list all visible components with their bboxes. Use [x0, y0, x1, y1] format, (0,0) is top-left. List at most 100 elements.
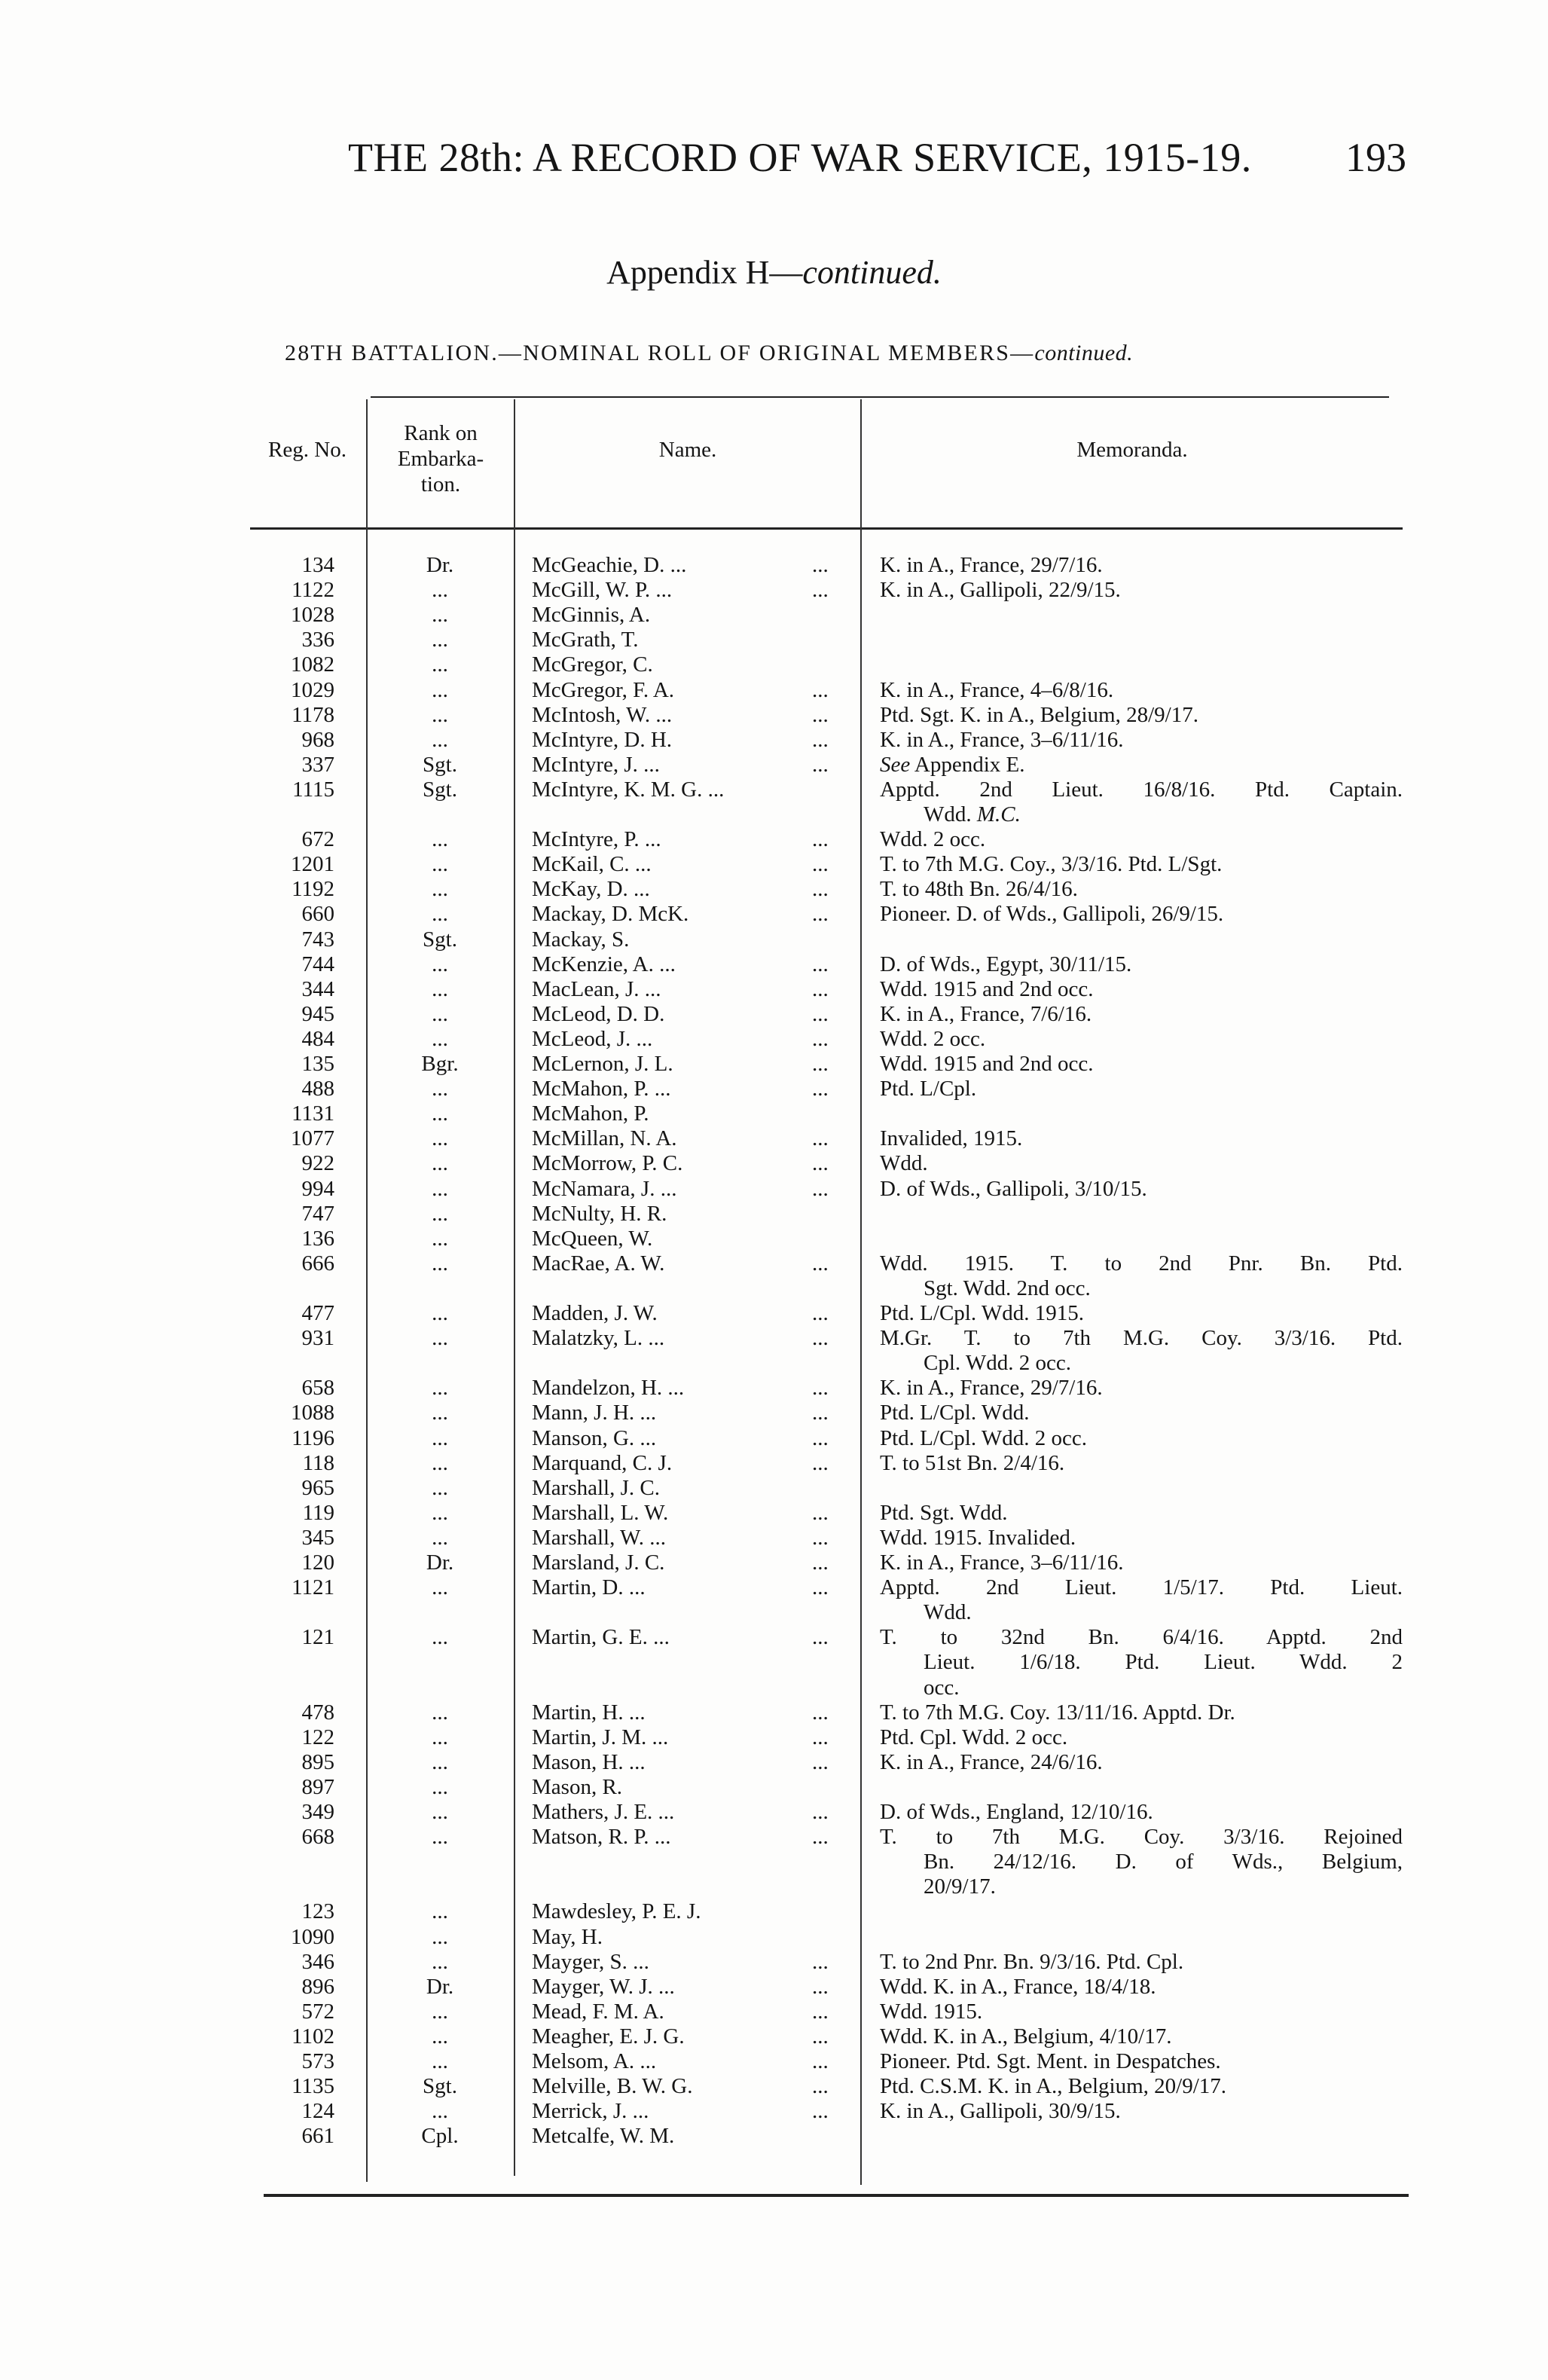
rank-cell: ... — [432, 1077, 448, 1101]
reg-no-cell: 1192 — [292, 877, 334, 902]
reg-no-cell: 1122 — [292, 578, 334, 603]
header-bottom-rule — [250, 527, 1403, 530]
name-cell: McIntyre, K. M. G. ... — [532, 777, 725, 802]
name-cell: McNulty, H. R. — [532, 1201, 667, 1226]
name-cell: McMahon, P. ... — [532, 1077, 671, 1101]
reg-no-cell: 1028 — [291, 603, 334, 628]
name-cell: Marquand, C. J. — [532, 1450, 673, 1475]
rank-cell: Dr. — [426, 553, 454, 577]
rank-cell: ... — [432, 1201, 448, 1226]
memo-line: Bn. 24/12/16. D. of Wds., Belgium, — [924, 1850, 1403, 1874]
reg-no-cell: 897 — [301, 1774, 335, 1799]
dot-leader: ... — [812, 2099, 829, 2124]
reg-no-cell: 337 — [301, 752, 335, 777]
dot-leader: ... — [812, 1500, 829, 1525]
reg-no-cell: 1090 — [291, 1924, 334, 1949]
memo-line: Wdd. 1915. Invalided. — [880, 1525, 1076, 1550]
dot-leader: ... — [812, 952, 829, 976]
name-cell: McGill, W. P. ... — [532, 578, 673, 603]
memo-line: D. of Wds., Egypt, 30/11/15. — [880, 952, 1132, 976]
reg-no-cell: 931 — [301, 1326, 335, 1351]
column-divider — [860, 399, 862, 2185]
reg-no-cell: 488 — [301, 1077, 335, 1101]
rank-cell: ... — [432, 1475, 448, 1500]
rank-cell: ... — [432, 1226, 448, 1251]
name-cell: McKay, D. ... — [532, 877, 650, 902]
memo-italic-text: M.C. — [976, 802, 1021, 826]
reg-no-cell: 668 — [301, 1825, 335, 1850]
dot-leader: ... — [812, 2049, 829, 2073]
rank-cell: Dr. — [426, 1551, 454, 1575]
name-cell: McMorrow, P. C. — [532, 1151, 683, 1176]
dot-leader: ... — [812, 553, 829, 577]
reg-no-cell: 1077 — [291, 1126, 334, 1151]
dot-leader: ... — [812, 1425, 829, 1450]
name-cell: McMahon, P. — [532, 1101, 649, 1126]
column-header-name: Name. — [658, 438, 717, 462]
roll-title-italic: continued. — [1034, 341, 1134, 365]
memo-line: Wdd. 1915. T. to 2nd Pnr. Bn. Ptd. — [880, 1251, 1403, 1276]
dot-leader: ... — [812, 1625, 829, 1650]
appendix-title-main: Appendix H— — [606, 254, 803, 291]
reg-no-cell: 1121 — [292, 1575, 334, 1600]
dot-leader: ... — [812, 752, 829, 777]
reg-no-cell: 336 — [301, 628, 335, 652]
rank-cell: ... — [432, 1126, 448, 1151]
memo-text: Appendix E. — [910, 752, 1025, 777]
name-cell: McIntyre, P. ... — [532, 827, 661, 852]
dot-leader: ... — [812, 1077, 829, 1101]
name-cell: Martin, G. E. ... — [532, 1625, 670, 1650]
reg-no-cell: 124 — [301, 2099, 335, 2124]
appendix-title-italic: continued. — [802, 254, 942, 291]
dot-leader: ... — [812, 1800, 829, 1824]
memo-line: Wdd. M.C. — [924, 802, 1403, 827]
memo-line: T. to 48th Bn. 26/4/16. — [880, 877, 1078, 902]
rank-cell: ... — [432, 628, 448, 652]
dot-leader: ... — [812, 1052, 829, 1076]
rank-cell: ... — [432, 1825, 448, 1850]
reg-no-cell: 1029 — [291, 677, 334, 702]
reg-no-cell: 121 — [301, 1625, 335, 1650]
name-cell: Mandelzon, H. ... — [532, 1376, 685, 1401]
memo-line: D. of Wds., England, 12/10/16. — [880, 1800, 1153, 1824]
memo-line: Ptd. L/Cpl. Wdd. 2 occ. — [880, 1425, 1087, 1450]
memo-line: 20/9/17. — [924, 1874, 996, 1899]
dot-leader: ... — [812, 877, 829, 902]
name-cell: Mason, H. ... — [532, 1749, 646, 1774]
reg-no-cell: 346 — [301, 1949, 335, 1974]
rank-cell: ... — [432, 1999, 448, 2024]
name-cell: McGeachie, D. ... — [532, 553, 687, 577]
memo-italic-text: See — [880, 752, 911, 777]
dot-leader: ... — [812, 1551, 829, 1575]
memo-line: Ptd. L/Cpl. Wdd. — [880, 1401, 1030, 1425]
dot-leader: ... — [812, 2024, 829, 2049]
rank-cell: ... — [432, 677, 448, 702]
rank-cell: ... — [432, 578, 448, 603]
reg-no-cell: 135 — [301, 1052, 335, 1076]
memo-line: Lieut. 1/6/18. Ptd. Lieut. Wdd. 2 — [924, 1650, 1403, 1675]
memo-line: K. in A., France, 29/7/16. — [880, 1376, 1103, 1401]
rank-cell: Sgt. — [423, 777, 457, 802]
dot-leader: ... — [812, 1700, 829, 1725]
name-cell: Mackay, D. McK. — [532, 902, 689, 927]
name-cell: Mayger, W. J. ... — [532, 1974, 675, 1999]
memo-line: Wdd. 1915. — [880, 1999, 983, 2024]
running-title: THE 28th: A RECORD OF WAR SERVICE, 1915-… — [348, 135, 1252, 180]
rank-cell: Sgt. — [423, 2074, 457, 2099]
reg-no-cell: 484 — [301, 1026, 335, 1051]
dot-leader: ... — [812, 578, 829, 603]
name-cell: Madden, J. W. — [532, 1301, 658, 1325]
name-cell: Matson, R. P. ... — [532, 1825, 671, 1850]
dot-leader: ... — [812, 1376, 829, 1401]
reg-no-cell: 968 — [301, 727, 335, 752]
name-cell: McLernon, J. L. — [532, 1052, 673, 1076]
dot-leader: ... — [812, 1401, 829, 1425]
memo-line: Wdd. 2 occ. — [880, 1026, 986, 1051]
reg-no-cell: 743 — [301, 927, 335, 952]
reg-no-cell: 945 — [301, 1001, 335, 1026]
rank-cell: ... — [432, 1176, 448, 1201]
reg-no-cell: 1201 — [291, 852, 334, 877]
name-cell: McIntyre, J. ... — [532, 752, 660, 777]
memo-line: K. in A., France, 7/6/16. — [880, 1001, 1092, 1026]
dot-leader: ... — [812, 1749, 829, 1774]
